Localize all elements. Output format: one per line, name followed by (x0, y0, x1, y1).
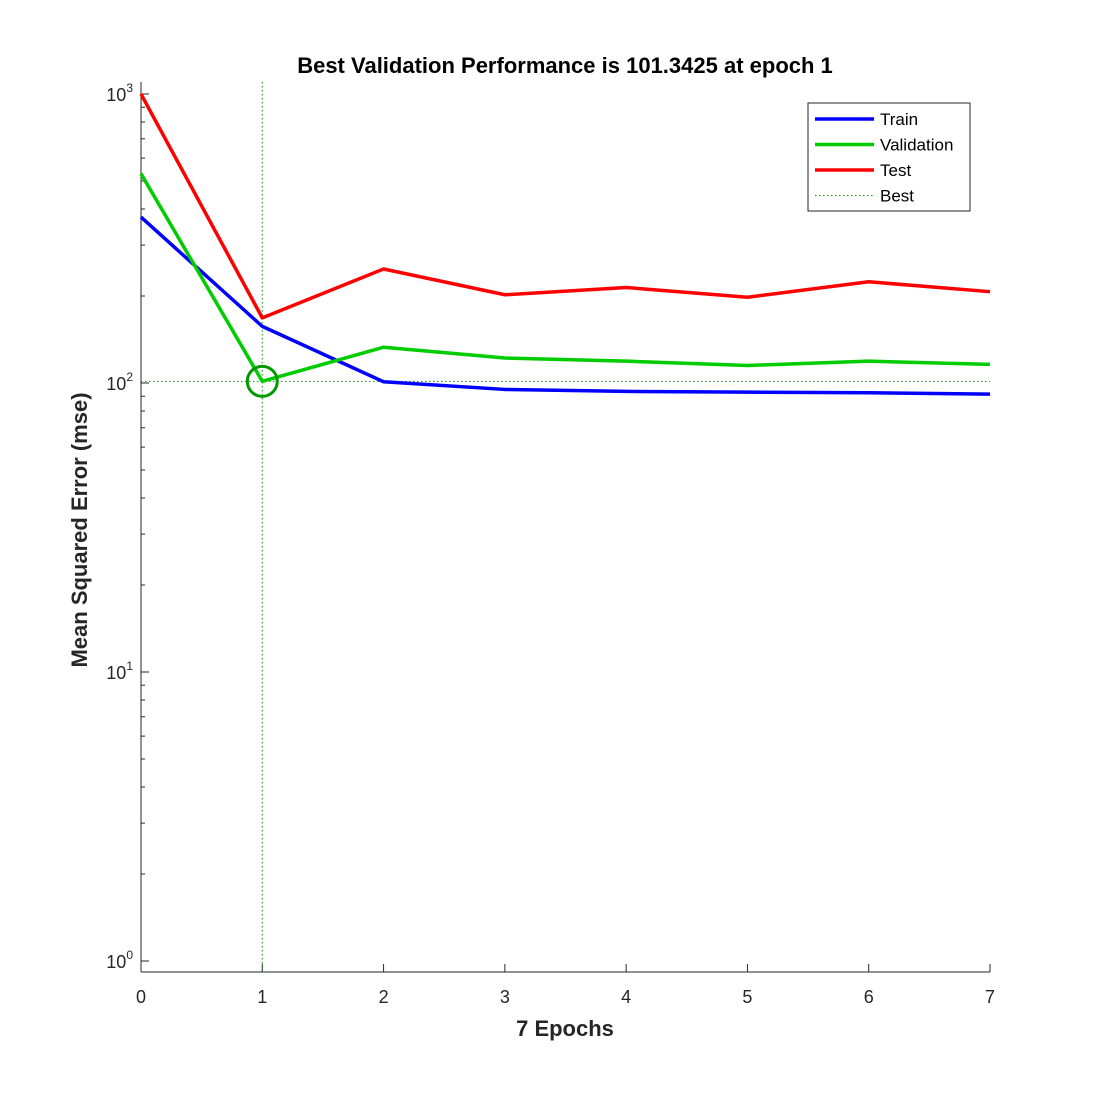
legend-label-test: Test (880, 161, 911, 180)
x-tick-label: 0 (136, 987, 146, 1007)
y-tick-label: 103 (106, 81, 133, 105)
legend-label-train: Train (880, 110, 918, 129)
x-tick-label: 6 (864, 987, 874, 1007)
series-line-test (139, 93, 991, 320)
y-tick-label: 102 (106, 370, 133, 394)
y-tick-exponent: 3 (126, 81, 133, 95)
y-tick-exponent: 1 (126, 659, 133, 673)
x-tick-label: 2 (379, 987, 389, 1007)
y-tick-base: 10 (106, 952, 126, 972)
chart-title: Best Validation Performance is 101.3425 … (297, 53, 833, 78)
y-tick-label: 101 (106, 659, 133, 683)
x-tick-label: 5 (742, 987, 752, 1007)
y-tick-exponent: 2 (126, 370, 133, 384)
y-tick-base: 10 (106, 663, 126, 683)
legend-box (807, 102, 971, 212)
legend-label-validation: Validation (880, 136, 953, 155)
y-tick-exponent: 0 (126, 948, 133, 962)
best-marker (245, 364, 279, 398)
x-axis-label: 7 Epochs (516, 1016, 614, 1041)
x-tick-label: 4 (621, 987, 631, 1007)
legend: Train Validation Test Best (807, 102, 971, 212)
legend-label-best: Best (880, 187, 914, 206)
y-axis-label: Mean Squared Error (mse) (67, 392, 92, 667)
x-tick-label: 3 (500, 987, 510, 1007)
series-line-train (139, 215, 991, 396)
y-tick-base: 10 (106, 374, 126, 394)
series-line-validation (139, 172, 991, 384)
x-tick-label: 7 (985, 987, 995, 1007)
x-tick-label: 1 (257, 987, 267, 1007)
y-tick-label: 100 (106, 948, 133, 972)
y-tick-base: 10 (106, 85, 126, 105)
